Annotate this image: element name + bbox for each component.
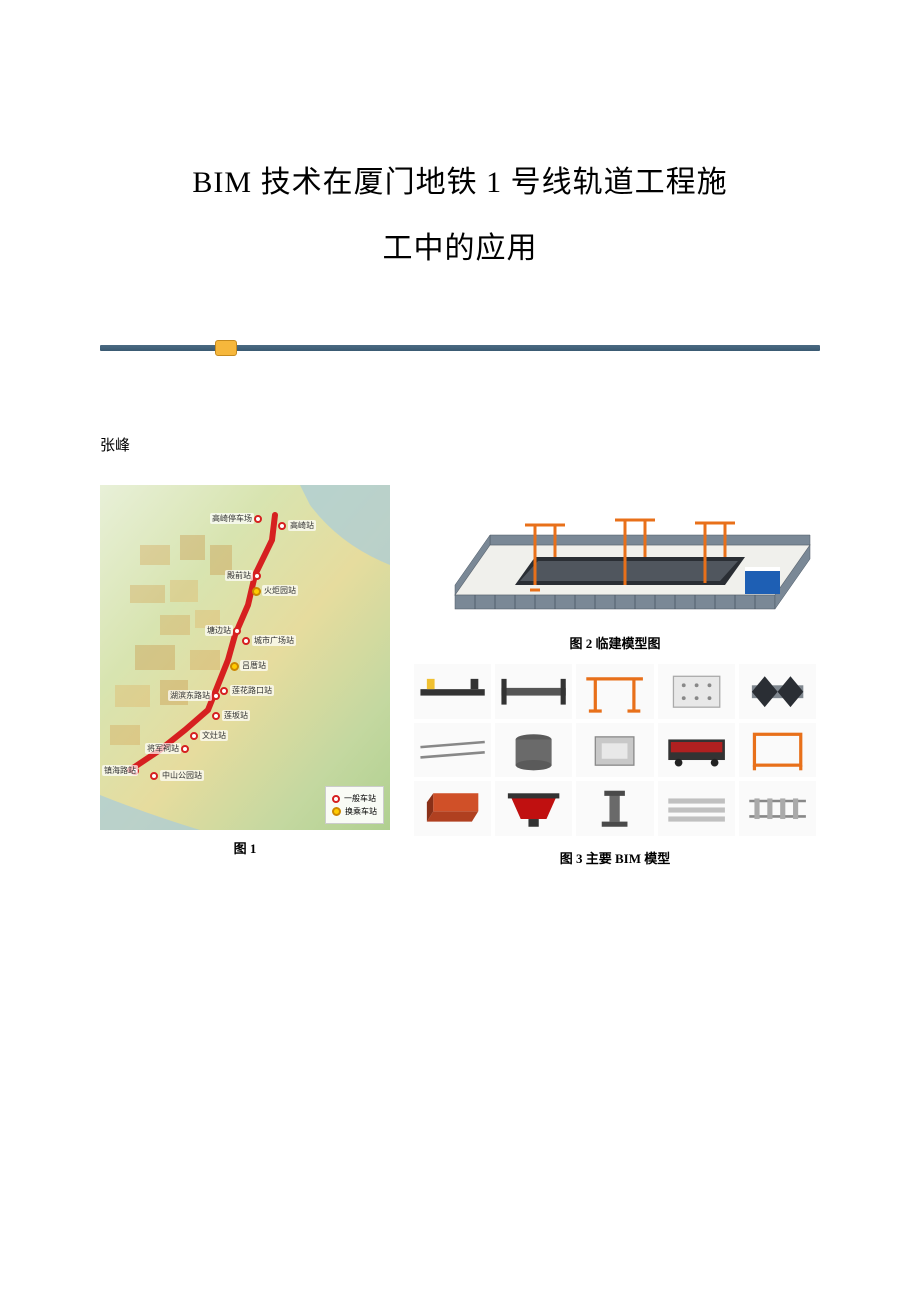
legend-transfer: 换乘车站 bbox=[345, 806, 377, 817]
author: 张峰 bbox=[100, 434, 820, 455]
model-box bbox=[576, 723, 653, 778]
model-rail bbox=[414, 723, 491, 778]
station-label: 高崎停车场 bbox=[210, 513, 254, 524]
divider-badge bbox=[215, 340, 237, 356]
figure-3 bbox=[410, 660, 820, 840]
station-dot bbox=[230, 662, 239, 671]
model-beam bbox=[414, 664, 491, 719]
station-label: 城市广场站 bbox=[252, 635, 296, 646]
figures-row: 高崎停车场高崎站殿前站火炬园站塘边站城市广场站吕厝站湖滨东路站 莲花路口站莲坂站将… bbox=[100, 485, 820, 867]
figure-2-svg bbox=[410, 485, 820, 625]
station-label: 莲坂站 bbox=[222, 710, 250, 721]
model-container bbox=[414, 781, 491, 836]
station-dot bbox=[181, 745, 189, 753]
model-track bbox=[739, 781, 816, 836]
station-label: 湖滨东路站 bbox=[168, 690, 212, 701]
station-dot bbox=[278, 522, 286, 530]
model-wagon bbox=[658, 723, 735, 778]
divider bbox=[100, 342, 820, 354]
station-dot bbox=[242, 637, 250, 645]
station-label: 高崎站 bbox=[288, 520, 316, 531]
station-dot bbox=[190, 732, 198, 740]
figure-2-caption: 图 2 临建模型图 bbox=[410, 633, 820, 652]
station-label: 吕厝站 bbox=[240, 660, 268, 671]
model-bar bbox=[495, 664, 572, 719]
figure-2 bbox=[410, 485, 820, 625]
station-label: 将军祠站 bbox=[145, 743, 181, 754]
map-svg bbox=[100, 485, 390, 830]
station-dot bbox=[252, 587, 261, 596]
title-line-2: 工中的应用 bbox=[100, 216, 820, 282]
station-label: 火炬园站 bbox=[262, 585, 298, 596]
model-sleepers bbox=[658, 781, 735, 836]
station-dot bbox=[220, 687, 228, 695]
station-label: 塘边站 bbox=[205, 625, 233, 636]
figure-3-caption: 图 3 主要 BIM 模型 bbox=[410, 848, 820, 867]
station-label: 殿前站 bbox=[225, 570, 253, 581]
model-gantry bbox=[576, 664, 653, 719]
model-hopper bbox=[495, 781, 572, 836]
station-label: 文灶站 bbox=[200, 730, 228, 741]
station-label: 莲花路口站 bbox=[230, 685, 274, 696]
model-tank bbox=[495, 723, 572, 778]
station-dot bbox=[212, 712, 220, 720]
station-label: 中山公园站 bbox=[160, 770, 204, 781]
figure-1-caption: 图 1 bbox=[100, 838, 390, 857]
station-label: 镇海路站 bbox=[102, 765, 138, 776]
divider-line bbox=[100, 345, 820, 351]
figure-1: 高崎停车场高崎站殿前站火炬园站塘边站城市广场站吕厝站湖滨东路站 莲花路口站莲坂站将… bbox=[100, 485, 390, 857]
map-legend: 一般车站 换乘车站 bbox=[325, 786, 384, 824]
station-dot bbox=[212, 692, 220, 700]
model-frame bbox=[739, 723, 816, 778]
legend-normal: 一般车站 bbox=[344, 793, 376, 804]
station-dot bbox=[253, 572, 261, 580]
model-brace bbox=[739, 664, 816, 719]
model-column bbox=[576, 781, 653, 836]
station-dot bbox=[233, 627, 241, 635]
figure-1-map: 高崎停车场高崎站殿前站火炬园站塘边站城市广场站吕厝站湖滨东路站 莲花路口站莲坂站将… bbox=[100, 485, 390, 830]
station-dot bbox=[254, 515, 262, 523]
station-dot bbox=[150, 772, 158, 780]
model-panel bbox=[658, 664, 735, 719]
figures-right-col: 图 2 临建模型图 图 3 主 bbox=[410, 485, 820, 867]
title-line-1: BIM 技术在厦门地铁 1 号线轨道工程施 bbox=[100, 150, 820, 216]
